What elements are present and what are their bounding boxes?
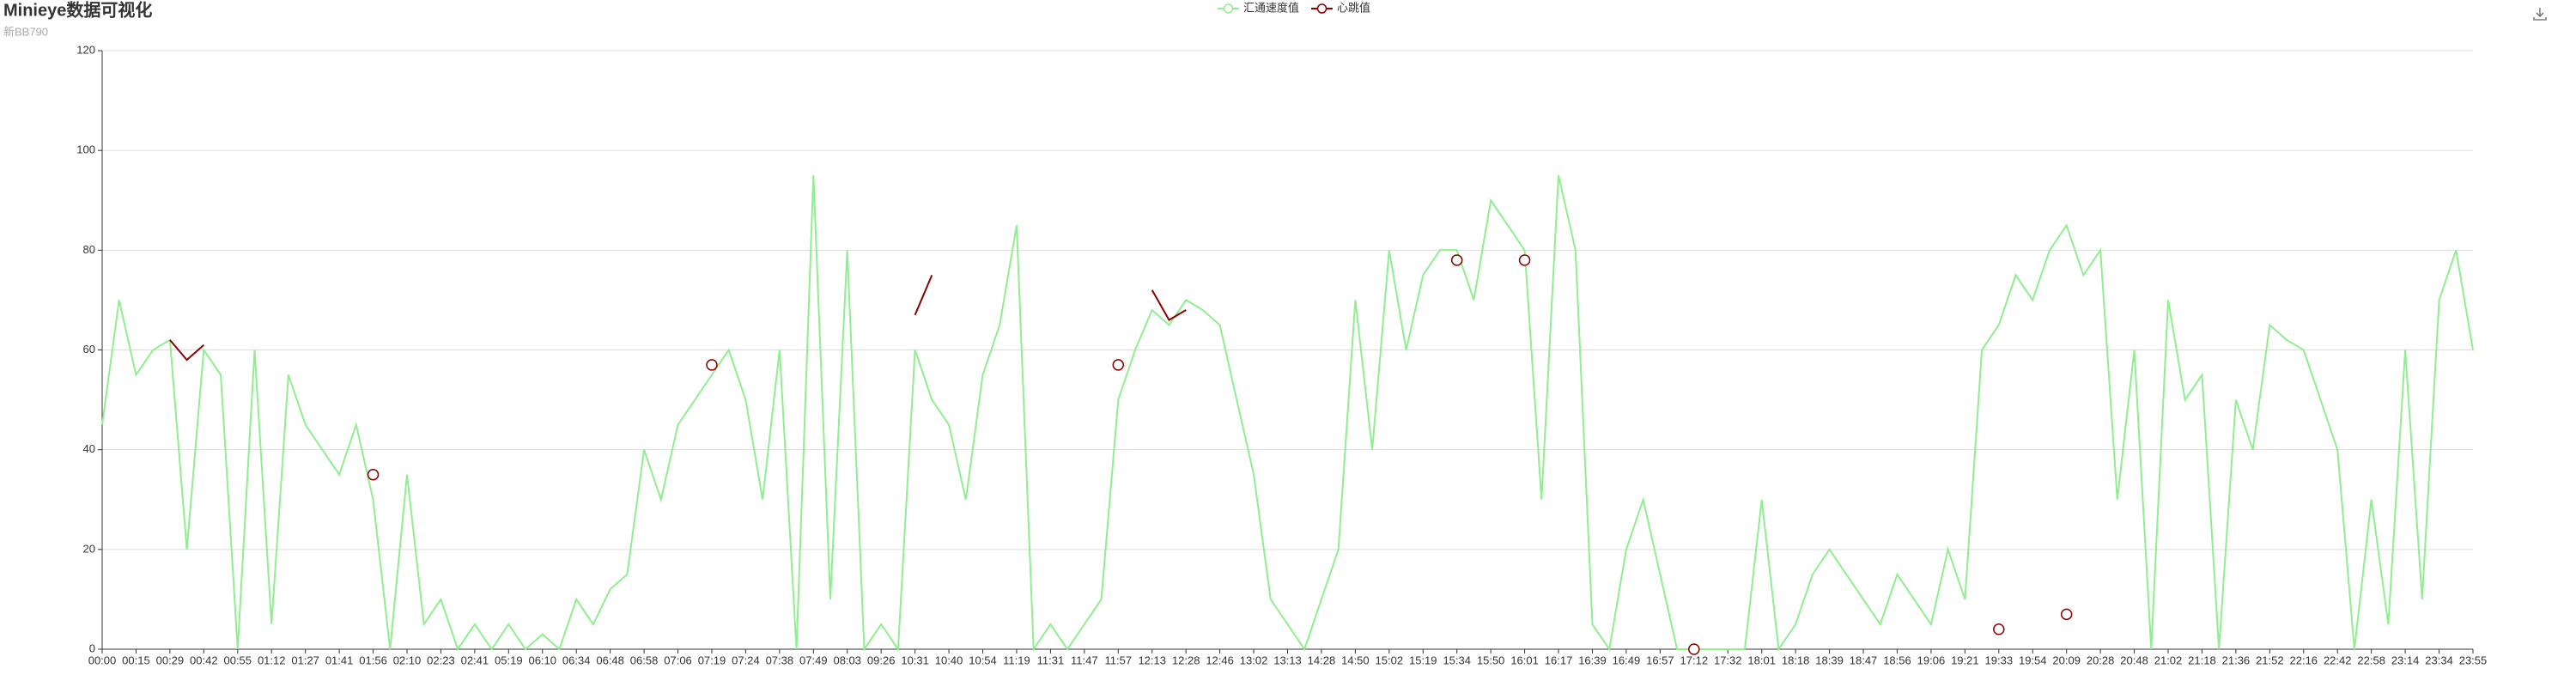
x-tick-label: 11:19 (1003, 654, 1030, 666)
x-tick-label: 06:34 (562, 654, 591, 666)
legend-label: 心跳值 (1337, 1, 1370, 14)
x-tick-label: 16:01 (1510, 654, 1539, 666)
x-tick-label: 00:29 (156, 654, 185, 666)
legend: 汇通速度值 心跳值 (1218, 1, 1370, 14)
x-tick-label: 02:10 (393, 654, 422, 666)
x-tick-label: 12:46 (1206, 654, 1234, 666)
x-tick-label: 07:49 (799, 654, 828, 666)
x-tick-label: 19:33 (1985, 654, 2014, 666)
x-tick-label: 22:16 (2290, 654, 2318, 666)
x-tick-label: 19:21 (1951, 654, 1979, 666)
x-tick-label: 13:13 (1273, 654, 1302, 666)
x-tick-label: 23:14 (2391, 654, 2420, 666)
x-tick-label: 02:23 (427, 654, 455, 666)
x-tick-label: 16:39 (1578, 654, 1607, 666)
x-tick-label: 10:54 (969, 654, 997, 666)
x-tick-label: 20:48 (2120, 654, 2148, 666)
point (1112, 359, 1125, 371)
x-tick-label: 14:28 (1308, 654, 1336, 666)
x-tick-label: 17:32 (1714, 654, 1742, 666)
y-tick-label: 100 (76, 143, 95, 156)
x-tick-label: 12:28 (1172, 654, 1200, 666)
x-tick-label: 11:31 (1037, 654, 1065, 666)
x-tick-label: 07:19 (698, 654, 726, 666)
y-tick-label: 60 (83, 343, 95, 356)
y-tick-label: 40 (83, 442, 95, 455)
x-tick-label: 16:57 (1646, 654, 1674, 666)
x-tick-label: 10:40 (935, 654, 963, 666)
x-tick-label: 07:06 (664, 654, 692, 666)
y-tick-label: 20 (83, 542, 95, 555)
x-tick-label: 15:02 (1376, 654, 1404, 666)
x-tick-label: 12:13 (1138, 654, 1166, 666)
point (1993, 623, 2005, 635)
x-tick-label: 07:38 (766, 654, 794, 666)
point (1518, 254, 1531, 266)
point (2060, 608, 2073, 621)
x-tick-label: 02:41 (461, 654, 489, 666)
x-tick-label: 00:55 (223, 654, 252, 666)
x-tick-label: 01:41 (325, 654, 354, 666)
chart-title: Minieye数据可视化 (3, 0, 152, 20)
x-tick-label: 06:58 (630, 654, 659, 666)
x-tick-label: 06:10 (528, 654, 556, 666)
x-tick-label: 15:50 (1477, 654, 1505, 666)
x-tick-label: 00:42 (190, 654, 218, 666)
x-tick-label: 01:27 (291, 654, 319, 666)
x-tick-label: 23:55 (2459, 654, 2488, 666)
y-tick-label: 120 (76, 43, 95, 56)
x-tick-label: 00:00 (88, 654, 117, 666)
x-tick-label: 20:09 (2052, 654, 2081, 666)
x-tick-label: 16:49 (1613, 654, 1641, 666)
download-icon[interactable] (2533, 8, 2547, 21)
x-tick-label: 14:50 (1341, 654, 1370, 666)
legend-symbol (1316, 3, 1327, 14)
x-tick-label: 01:56 (359, 654, 387, 666)
point (1688, 643, 1700, 655)
x-tick-label: 07:24 (732, 654, 760, 666)
y-tick-label: 0 (89, 641, 95, 654)
x-tick-label: 19:54 (2019, 654, 2047, 666)
x-tick-label: 16:17 (1545, 654, 1573, 666)
x-tick-label: 18:47 (1850, 654, 1878, 666)
chart-subtitle: 新BB790 (3, 25, 48, 38)
x-tick-label: 15:34 (1443, 654, 1471, 666)
x-tick-label: 11:57 (1104, 654, 1132, 666)
series-line (101, 174, 2474, 653)
x-tick-label: 22:42 (2324, 654, 2352, 666)
x-tick-label: 05:19 (495, 654, 523, 666)
legend-symbol (1223, 3, 1234, 14)
point (1450, 254, 1463, 266)
x-tick-label: 11:47 (1071, 654, 1098, 666)
x-tick-label: 01:12 (258, 654, 286, 666)
x-tick-label: 18:18 (1782, 654, 1810, 666)
x-tick-label: 08:03 (833, 654, 861, 666)
x-tick-label: 21:02 (2154, 654, 2183, 666)
x-tick-label: 23:34 (2425, 654, 2453, 666)
x-tick-label: 20:28 (2087, 654, 2115, 666)
x-tick-label: 13:02 (1240, 654, 1268, 666)
point (367, 468, 380, 481)
x-tick-label: 17:12 (1680, 654, 1709, 666)
x-tick-label: 00:15 (122, 654, 150, 666)
series-line (170, 275, 2067, 614)
x-tick-label: 21:18 (2188, 654, 2216, 666)
x-tick-label: 18:01 (1747, 654, 1776, 666)
x-tick-label: 09:26 (867, 654, 896, 666)
x-tick-label: 21:36 (2222, 654, 2251, 666)
y-tick-label: 80 (83, 243, 95, 256)
x-tick-label: 19:06 (1917, 654, 1946, 666)
x-tick-label: 06:48 (596, 654, 624, 666)
point (706, 359, 718, 371)
x-tick-label: 21:52 (2256, 654, 2284, 666)
x-tick-label: 22:58 (2357, 654, 2385, 666)
x-tick-label: 18:56 (1883, 654, 1911, 666)
x-tick-label: 18:39 (1815, 654, 1844, 666)
x-tick-label: 15:19 (1409, 654, 1437, 666)
legend-label: 汇通速度值 (1243, 1, 1299, 14)
x-tick-label: 10:31 (901, 654, 929, 666)
